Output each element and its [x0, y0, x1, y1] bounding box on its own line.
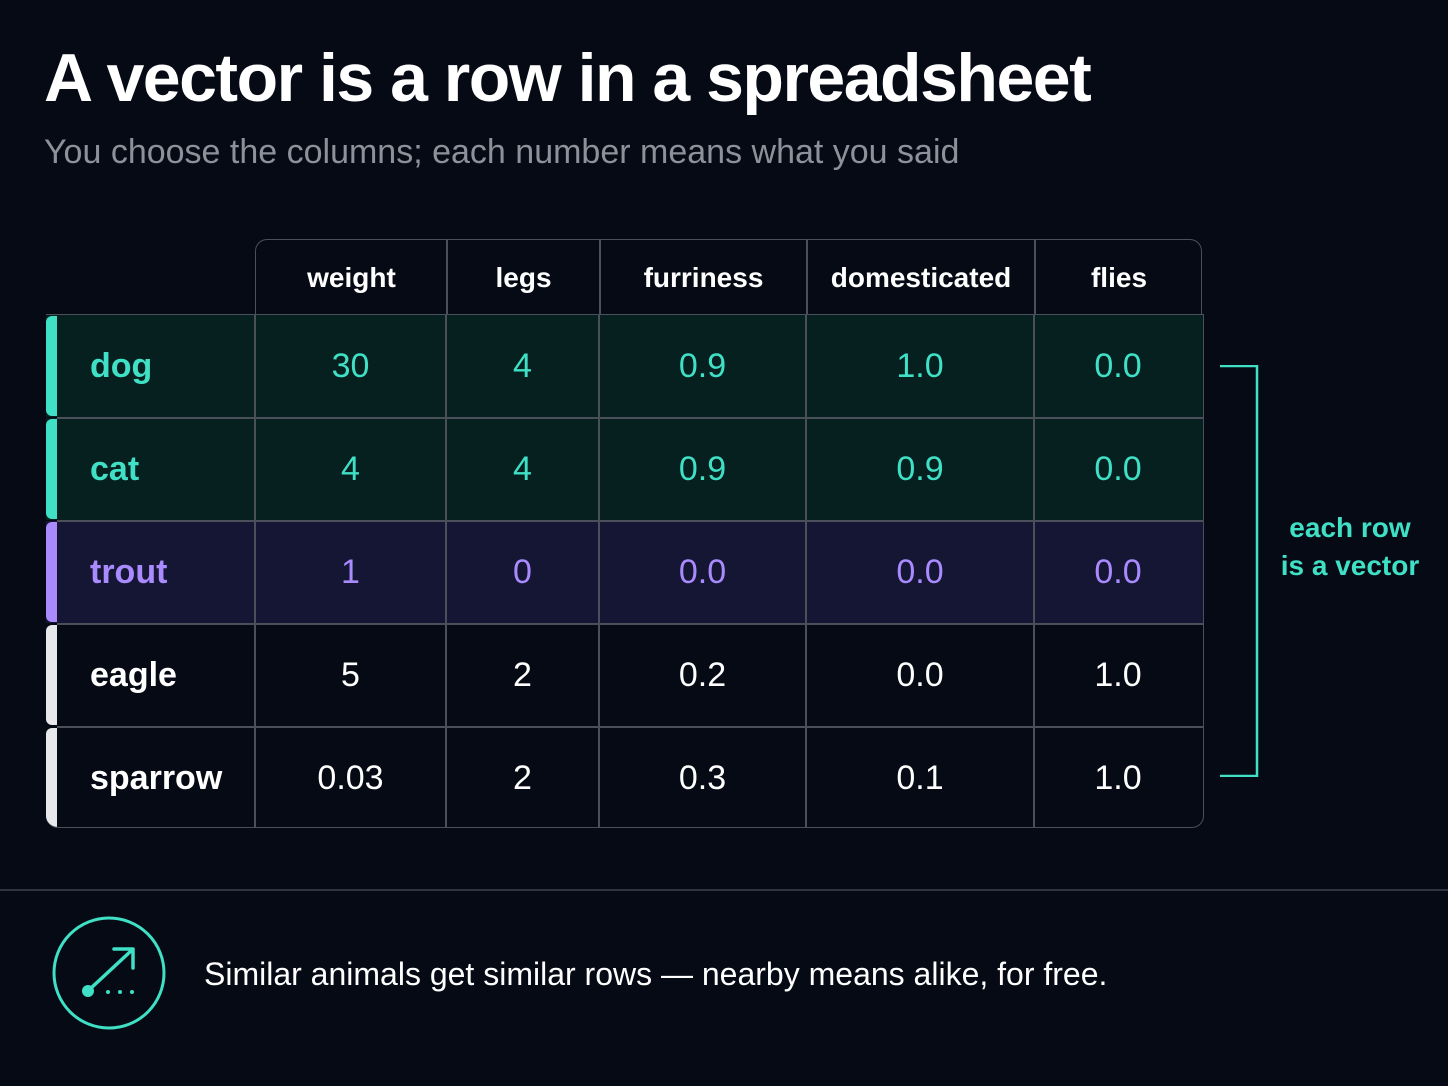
cell-furriness: 0.0 — [678, 553, 727, 591]
cell-domesticated: 0.0 — [896, 656, 944, 694]
cell-legs: 4 — [513, 450, 532, 488]
column-header-domesticated: domesticated — [830, 262, 1012, 293]
row-accent-bar — [46, 728, 57, 827]
cell-flies: 1.0 — [1094, 759, 1142, 797]
row-divider — [57, 417, 1203, 419]
cell-weight: 30 — [331, 347, 370, 385]
cell-furriness: 0.9 — [678, 450, 727, 488]
row-label: eagle — [90, 656, 177, 694]
column-header-weight: weight — [307, 262, 396, 293]
column-divider — [598, 315, 600, 827]
table-row-eagle: eagle 5 2 0.2 0.0 1.0 — [46, 624, 1203, 726]
cell-flies: 1.0 — [1094, 656, 1142, 694]
vector-table: weight legs furriness domesticated flies… — [46, 239, 1204, 828]
table-row-cat: cat 4 4 0.9 0.9 0.0 — [46, 418, 1203, 520]
bracket-label: each row is a vector — [1270, 509, 1430, 585]
cell-domesticated: 1.0 — [896, 347, 944, 385]
table-body: dog 30 4 0.9 1.0 0.0 cat 4 4 0.9 0.9 0.0… — [46, 314, 1204, 828]
table-row-trout: trout 1 0 0.0 0.0 0.0 — [46, 521, 1203, 623]
cell-furriness: 0.9 — [678, 347, 727, 385]
row-label: cat — [90, 450, 140, 488]
cell-domesticated: 0.1 — [896, 759, 944, 797]
table-row-dog: dog 30 4 0.9 1.0 0.0 — [46, 315, 1203, 417]
footer-divider — [0, 889, 1448, 891]
cell-weight: 5 — [341, 656, 360, 694]
column-header-legs: legs — [495, 262, 552, 293]
row-accent-bar — [46, 316, 57, 416]
cell-domesticated: 0.9 — [896, 450, 944, 488]
cell-domesticated: 0.0 — [896, 553, 944, 591]
row-label: dog — [90, 347, 153, 385]
footer-caption: Similar animals get similar rows — nearb… — [204, 956, 1108, 992]
row-divider — [57, 623, 1203, 625]
header-divider — [1034, 240, 1036, 315]
cell-furriness: 0.2 — [678, 656, 727, 694]
cell-weight: 4 — [341, 450, 360, 488]
table-row-sparrow: sparrow 0.03 2 0.3 0.1 1.0 — [46, 727, 1203, 827]
row-bracket — [1220, 365, 1259, 777]
header-divider — [599, 240, 601, 315]
row-label: sparrow — [90, 759, 223, 797]
cell-legs: 4 — [513, 347, 532, 385]
column-header-flies: flies — [1090, 262, 1148, 293]
cell-legs: 0 — [513, 553, 532, 591]
column-divider — [254, 315, 256, 827]
page-subtitle: You choose the columns; each number mean… — [44, 133, 960, 171]
table-header: weight legs furriness domesticated flies — [255, 239, 1202, 315]
header-divider — [446, 240, 448, 315]
header-divider — [806, 240, 808, 315]
column-divider — [445, 315, 447, 827]
column-header-furriness: furriness — [643, 262, 764, 293]
column-divider — [805, 315, 807, 827]
row-accent-bar — [46, 522, 57, 622]
cell-furriness: 0.3 — [678, 759, 727, 797]
page-title: A vector is a row in a spreadsheet — [44, 40, 1092, 116]
cell-weight: 0.03 — [317, 759, 384, 797]
row-divider — [57, 520, 1203, 522]
row-accent-bar — [46, 419, 57, 519]
bracket-label-line1: each row — [1289, 512, 1411, 543]
column-divider — [1033, 315, 1035, 827]
cell-legs: 2 — [513, 759, 532, 797]
cell-weight: 1 — [341, 553, 360, 591]
row-accent-bar — [46, 625, 57, 725]
bracket-label-line2: is a vector — [1280, 550, 1420, 581]
row-divider — [57, 726, 1203, 728]
cell-flies: 0.0 — [1094, 347, 1142, 385]
cell-legs: 2 — [513, 656, 532, 694]
cell-flies: 0.0 — [1094, 553, 1142, 591]
row-label: trout — [90, 553, 168, 591]
cell-flies: 0.0 — [1094, 450, 1142, 488]
trend-arrow-icon — [52, 916, 166, 1030]
